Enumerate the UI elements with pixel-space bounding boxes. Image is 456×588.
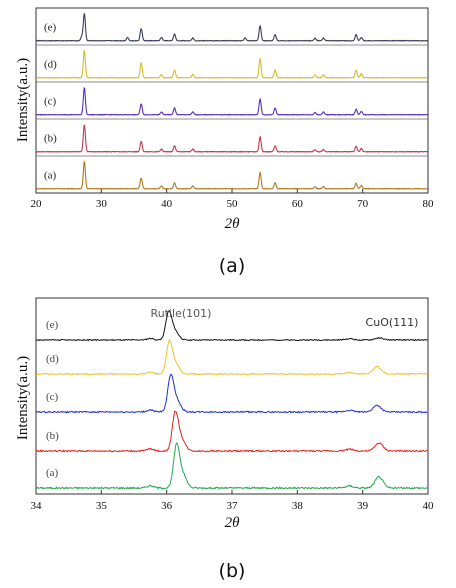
series-label: (b): [44, 133, 57, 145]
series-line-d: [35, 48, 428, 79]
panel-a-subplot-label: (a): [219, 255, 245, 277]
series-label: (d): [46, 353, 59, 365]
x-tick-label: 36: [161, 500, 173, 512]
series-line-c: [35, 86, 428, 116]
series-label: (c): [44, 96, 57, 108]
series-label: (e): [44, 22, 57, 34]
x-tick-label: 20: [31, 198, 43, 210]
series-label: (b): [46, 430, 59, 442]
series-line-b: [35, 410, 428, 453]
annotation-rutile-101: Rutile(101): [151, 307, 212, 320]
x-tick-label: 70: [357, 198, 369, 210]
series-line-a: [35, 159, 428, 190]
panel-a-ylabel: Intensity(a.u.): [15, 58, 31, 142]
series-line-e: [35, 12, 428, 42]
panel-b-xlabel: 2θ: [225, 515, 241, 531]
series-label: (d): [44, 59, 57, 71]
x-tick-label: 37: [227, 500, 239, 512]
x-tick-label: 40: [423, 500, 435, 512]
panel-b-subplot-label: (b): [219, 560, 246, 582]
x-tick-label: 80: [423, 198, 435, 210]
series-line-b: [35, 124, 428, 153]
panel-b-ylabel: Intensity(a.u.): [15, 356, 31, 440]
panel-b: (a) (b) (c) (d) (e) 34 35 36 37 38 39 40 Rutile(10…: [15, 297, 435, 582]
x-tick-label: 40: [161, 198, 173, 210]
series-line-e: [35, 310, 428, 342]
series-label: (a): [44, 170, 57, 182]
x-tick-label: 34: [31, 500, 43, 512]
x-tick-label: 50: [227, 198, 239, 210]
x-tick-label: 35: [96, 500, 108, 512]
x-tick-label: 60: [292, 198, 304, 210]
panel-a-xlabel: 2θ: [225, 216, 241, 232]
series-label: (c): [46, 391, 59, 403]
x-tick-label: 39: [357, 500, 369, 512]
panel-a-frame: [35, 7, 429, 194]
series-label: (a): [46, 467, 59, 479]
series-line-c: [35, 373, 428, 414]
x-tick-label: 38: [292, 500, 304, 512]
series-label: (e): [46, 319, 59, 331]
series-line-d: [35, 339, 428, 376]
x-tick-label: 30: [96, 198, 108, 210]
series-line-a: [35, 442, 428, 490]
annotation-cuo-111: CuO(111): [366, 316, 419, 329]
panel-a: (a) (b) (c) (d) (e) 20 30 40 50 60 70 80 Intensity…: [15, 7, 435, 277]
